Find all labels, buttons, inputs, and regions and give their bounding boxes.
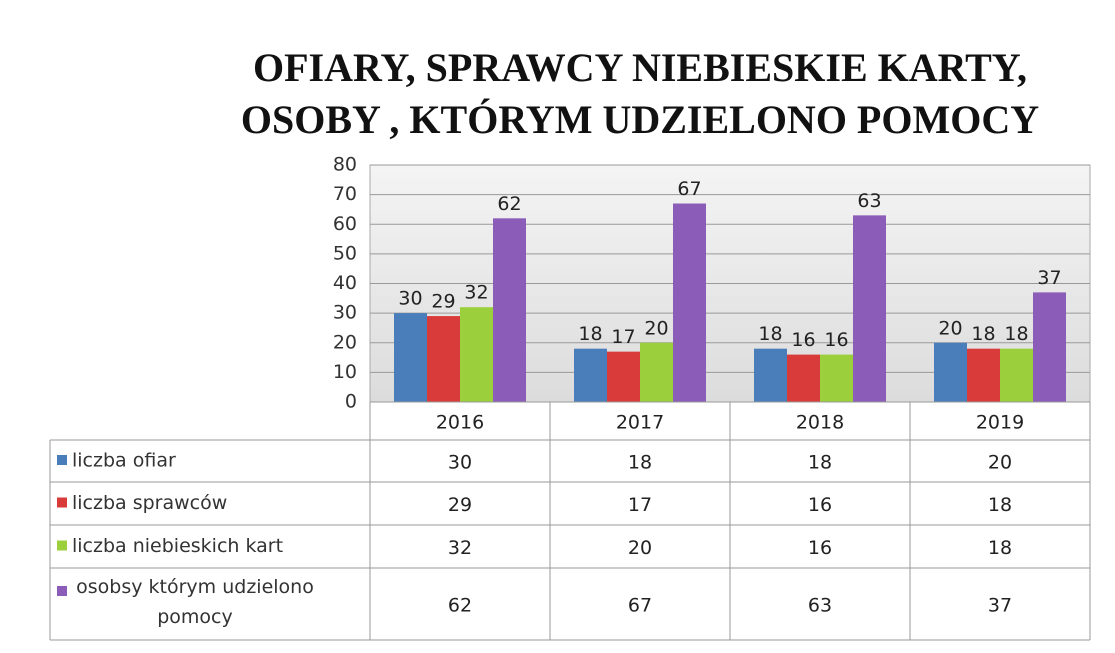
- table-cell: 32: [448, 537, 472, 559]
- bar: [427, 316, 460, 402]
- bar: [1000, 348, 1033, 402]
- y-tick-label: 0: [345, 391, 357, 413]
- data-label: 18: [578, 323, 602, 345]
- bar: [394, 313, 427, 402]
- data-label: 18: [1004, 323, 1028, 345]
- legend-label: liczba niebieskich kart: [72, 535, 283, 557]
- legend-label: liczba sprawców: [72, 492, 227, 514]
- y-tick-label: 60: [333, 213, 357, 235]
- x-tick-label: 2019: [976, 412, 1024, 434]
- data-label: 62: [497, 193, 521, 215]
- bar: [493, 218, 526, 402]
- table-cell: 18: [988, 537, 1012, 559]
- y-tick-label: 70: [333, 183, 357, 205]
- bar: [460, 307, 493, 402]
- bar: [853, 215, 886, 402]
- data-label: 20: [938, 317, 962, 339]
- data-label: 18: [758, 323, 782, 345]
- data-label: 67: [677, 178, 701, 200]
- table-cell: 18: [808, 452, 832, 474]
- table-cell: 30: [448, 452, 472, 474]
- y-tick-label: 50: [333, 242, 357, 264]
- y-tick-label: 30: [333, 302, 357, 324]
- data-label: 30: [398, 288, 422, 310]
- x-tick-label: 2018: [796, 412, 844, 434]
- table-cell: 18: [628, 452, 652, 474]
- bar: [967, 348, 1000, 402]
- data-label: 20: [644, 317, 668, 339]
- table-cell: 63: [808, 595, 832, 617]
- legend-swatch: [57, 455, 67, 465]
- bar: [1033, 292, 1066, 402]
- legend-swatch: [57, 586, 67, 596]
- data-label: 17: [611, 326, 635, 348]
- bar: [673, 203, 706, 402]
- table-cell: 37: [988, 595, 1012, 617]
- data-label: 18: [971, 323, 995, 345]
- table-cell: 16: [808, 537, 832, 559]
- bar: [640, 342, 673, 402]
- data-label: 16: [791, 329, 815, 351]
- bar: [820, 354, 853, 402]
- y-tick-label: 20: [333, 331, 357, 353]
- table-cell: 16: [808, 494, 832, 516]
- legend-swatch: [57, 497, 67, 508]
- table-cell: 20: [628, 537, 652, 559]
- chart-title: OFIARY, SPRAWCY NIEBIESKIE KARTY,: [253, 45, 1027, 90]
- table-cell: 67: [628, 595, 652, 617]
- y-tick-label: 10: [333, 361, 357, 383]
- data-label: 16: [824, 329, 848, 351]
- legend-label: osobsy którym udzielono pomocy: [76, 576, 314, 628]
- bar: [787, 354, 820, 402]
- table-cell: 62: [448, 595, 472, 617]
- y-tick-label: 80: [333, 154, 357, 176]
- chart-title: OSOBY , KTÓRYM UDZIELONO POMOCY: [241, 97, 1039, 142]
- data-label: 63: [857, 190, 881, 212]
- table-cell: 20: [988, 452, 1012, 474]
- bar: [574, 348, 607, 402]
- y-tick-label: 40: [333, 272, 357, 294]
- legend-label: liczba ofiar: [72, 450, 176, 472]
- table-cell: 17: [628, 494, 652, 516]
- x-tick-label: 2017: [616, 412, 664, 434]
- table-cell: 29: [448, 494, 472, 516]
- table-cell: 18: [988, 494, 1012, 516]
- bar: [607, 351, 640, 402]
- data-label: 29: [431, 291, 455, 313]
- data-label: 37: [1037, 267, 1061, 289]
- legend-swatch: [57, 540, 67, 551]
- legend-label-box: osobsy którym udzielono pomocy: [76, 576, 314, 628]
- bar: [754, 348, 787, 402]
- bar: [934, 342, 967, 402]
- x-tick-label: 2016: [436, 412, 484, 434]
- data-label: 32: [464, 282, 488, 304]
